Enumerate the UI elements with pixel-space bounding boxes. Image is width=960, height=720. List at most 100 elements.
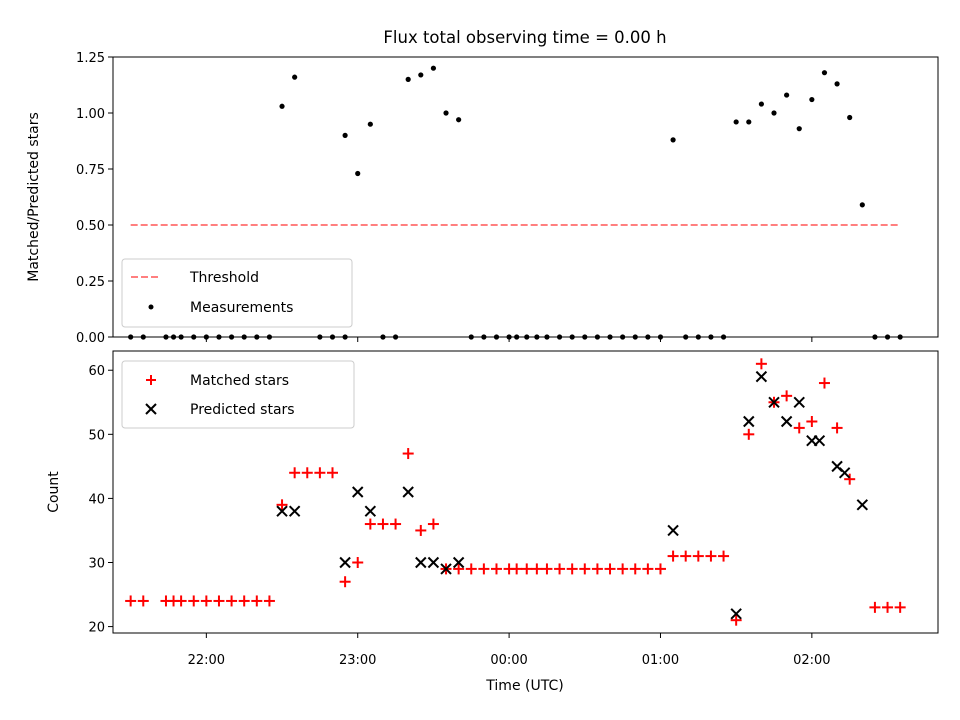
matched-star-point xyxy=(591,563,603,575)
matched-star-point xyxy=(490,563,502,575)
top-y-ticks: 0.00 0.25 0.50 0.75 1.00 1.25 xyxy=(76,51,113,346)
predicted-star-point xyxy=(352,486,364,498)
matched-star-point xyxy=(339,576,351,588)
predicted-star-point xyxy=(793,396,805,408)
matched-star-point xyxy=(213,595,225,607)
predicted-star-point xyxy=(856,499,869,511)
legend-threshold-label: Threshold xyxy=(189,270,259,286)
matched-star-point xyxy=(629,563,641,575)
matched-star-point xyxy=(755,358,767,370)
measurement-point xyxy=(771,110,777,116)
top-chart-title: Flux total observing time = 0.00 h xyxy=(383,28,666,47)
matched-star-point xyxy=(453,563,465,575)
predicted-star-point xyxy=(427,556,440,569)
matched-star-point xyxy=(894,601,906,613)
matched-star-point xyxy=(314,467,326,479)
bottom-y-tick-label: 50 xyxy=(88,428,105,443)
matched-star-point xyxy=(680,550,692,562)
predicted-star-point xyxy=(667,524,679,537)
matched-star-point xyxy=(238,595,250,607)
matched-star-point xyxy=(427,518,439,530)
predicted-star-point xyxy=(780,415,793,428)
measurement-point xyxy=(758,101,764,107)
predicted-star-point xyxy=(364,505,377,517)
matched-star-point xyxy=(402,448,414,460)
measurement-point xyxy=(430,65,437,71)
matched-star-point xyxy=(781,390,793,402)
matched-star-point xyxy=(511,563,523,575)
predicted-star-point xyxy=(730,608,742,620)
matched-star-point xyxy=(718,550,730,562)
top-plot-frame xyxy=(112,56,939,338)
matched-star-point xyxy=(415,524,427,536)
bottom-legend-box xyxy=(121,360,355,429)
predicted-star-point xyxy=(415,556,427,569)
legend-measurements-label: Measurements xyxy=(190,300,293,316)
matched-star-point xyxy=(465,563,477,575)
matched-star-point xyxy=(541,563,553,575)
predicted-star-point xyxy=(813,435,826,447)
matched-star-point xyxy=(364,518,376,530)
bottom-panel: 20 30 40 50 60 22:00 23:00 00:00 01:00 02:00 Cou… xyxy=(46,350,939,694)
predicted-star-point xyxy=(402,486,414,498)
matched-star-point xyxy=(276,499,288,511)
matched-star-point xyxy=(806,416,818,427)
measurement-point xyxy=(355,170,361,177)
matched-star-point xyxy=(844,473,856,485)
matched-star-point xyxy=(705,550,717,562)
top-y-tick-label: 0.75 xyxy=(76,163,105,178)
matched-star-point xyxy=(390,518,402,530)
legend-matched-marker xyxy=(146,375,156,385)
top-y-tick-label: 1.00 xyxy=(76,107,105,122)
predicted-star-point xyxy=(452,556,465,569)
bottom-x-ticks: 22:00 23:00 00:00 01:00 02:00 xyxy=(188,633,831,668)
top-y-tick-label: 0.00 xyxy=(76,331,105,346)
matched-star-point xyxy=(793,422,805,434)
matched-star-point xyxy=(137,595,149,607)
top-panel: 0.00 0.25 0.50 0.75 1.00 1.25 Matched/Predict… xyxy=(26,51,939,346)
predicted-star-point xyxy=(288,505,301,517)
predicted-star-point xyxy=(276,505,288,517)
matched-star-point xyxy=(692,550,704,562)
measurement-point xyxy=(809,96,815,103)
legend-predicted-label: Predicted stars xyxy=(190,402,295,418)
matched-star-point xyxy=(604,563,616,575)
measurement-point xyxy=(279,103,285,109)
matched-star-point xyxy=(175,595,187,607)
bottom-x-tick-label: 23:00 xyxy=(339,653,376,668)
bottom-x-axis-label: Time (UTC) xyxy=(485,678,563,694)
predicted-star-point xyxy=(768,396,780,408)
matched-star-point xyxy=(642,563,654,575)
predicted-star-point xyxy=(339,556,351,569)
measurement-point xyxy=(342,132,348,138)
measurement-point xyxy=(405,76,411,82)
matched-star-point xyxy=(251,595,263,607)
matched-star-point xyxy=(554,563,566,575)
matched-star-point xyxy=(818,377,830,389)
matched-star-point xyxy=(352,557,364,568)
predicted-star-point xyxy=(440,563,452,575)
bottom-x-tick-label: 00:00 xyxy=(490,653,527,668)
predicted-star-point xyxy=(743,415,755,428)
bottom-y-ticks: 20 30 40 50 60 xyxy=(88,364,113,636)
measurement-point xyxy=(834,81,840,87)
measurement-point xyxy=(670,137,676,143)
matched-star-point xyxy=(289,467,301,479)
matched-star-point xyxy=(654,563,666,575)
top-y-axis-label: Matched/Predicted stars xyxy=(26,112,42,282)
matched-star-point xyxy=(377,518,389,530)
matched-star-point xyxy=(730,614,742,626)
top-y-tick-label: 0.50 xyxy=(76,219,105,234)
top-y-tick-label: 1.25 xyxy=(76,51,105,66)
matched-star-point xyxy=(521,563,533,575)
matched-star-point xyxy=(617,563,629,575)
matched-star-point xyxy=(566,563,578,575)
matched-star-point xyxy=(743,428,755,440)
measurement-point xyxy=(367,121,373,127)
matched-star-point xyxy=(200,595,212,607)
measurement-point xyxy=(847,114,853,121)
matched-star-point xyxy=(125,595,137,607)
bottom-x-tick-label: 02:00 xyxy=(793,653,830,668)
matched-star-point xyxy=(579,563,591,575)
